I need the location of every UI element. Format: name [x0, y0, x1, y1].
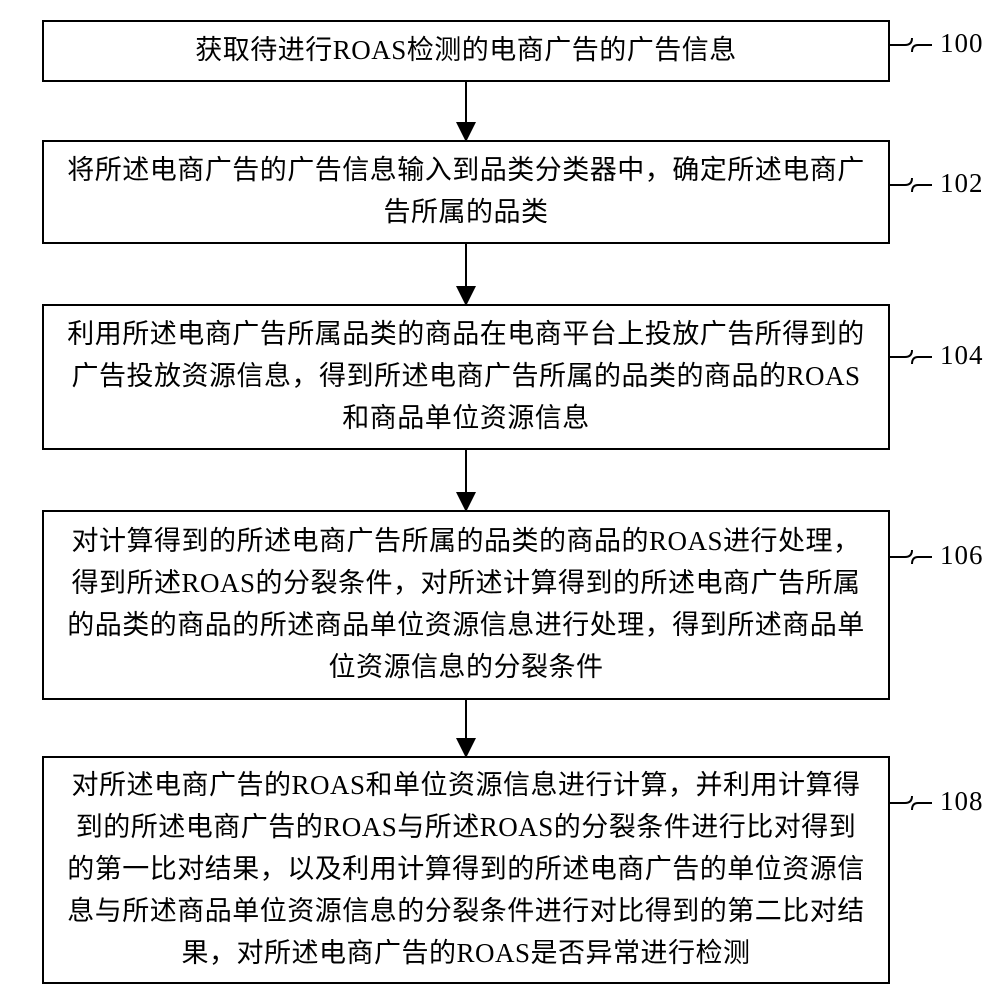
- flowchart-canvas: 获取待进行ROAS检测的电商广告的广告信息 100 将所述电商广告的广告信息输入…: [0, 0, 1000, 996]
- step-label-108: 108: [940, 786, 984, 817]
- step-text-104: 利用所述电商广告所属品类的商品在电商平台上投放广告所得到的广告投放资源信息，得到…: [64, 314, 868, 440]
- leader-100: [890, 38, 932, 52]
- step-label-100: 100: [940, 28, 984, 59]
- step-text-102: 将所述电商广告的广告信息输入到品类分类器中，确定所述电商广告所属的品类: [64, 150, 868, 234]
- step-box-108: 对所述电商广告的ROAS和单位资源信息进行计算，并利用计算得到的所述电商广告的R…: [42, 756, 890, 984]
- step-label-102: 102: [940, 168, 984, 199]
- step-box-104: 利用所述电商广告所属品类的商品在电商平台上投放广告所得到的广告投放资源信息，得到…: [42, 304, 890, 450]
- leader-108: [890, 796, 932, 810]
- leader-102: [890, 178, 932, 192]
- step-text-106: 对计算得到的所述电商广告所属的品类的商品的ROAS进行处理，得到所述ROAS的分…: [64, 521, 868, 688]
- step-text-100: 获取待进行ROAS检测的电商广告的广告信息: [195, 30, 737, 72]
- step-text-108: 对所述电商广告的ROAS和单位资源信息进行计算，并利用计算得到的所述电商广告的R…: [64, 765, 868, 974]
- leader-106: [890, 550, 932, 564]
- step-box-106: 对计算得到的所述电商广告所属的品类的商品的ROAS进行处理，得到所述ROAS的分…: [42, 510, 890, 700]
- step-label-104: 104: [940, 340, 984, 371]
- step-label-106: 106: [940, 540, 984, 571]
- step-box-102: 将所述电商广告的广告信息输入到品类分类器中，确定所述电商广告所属的品类: [42, 140, 890, 244]
- step-box-100: 获取待进行ROAS检测的电商广告的广告信息: [42, 20, 890, 82]
- leader-104: [890, 350, 932, 364]
